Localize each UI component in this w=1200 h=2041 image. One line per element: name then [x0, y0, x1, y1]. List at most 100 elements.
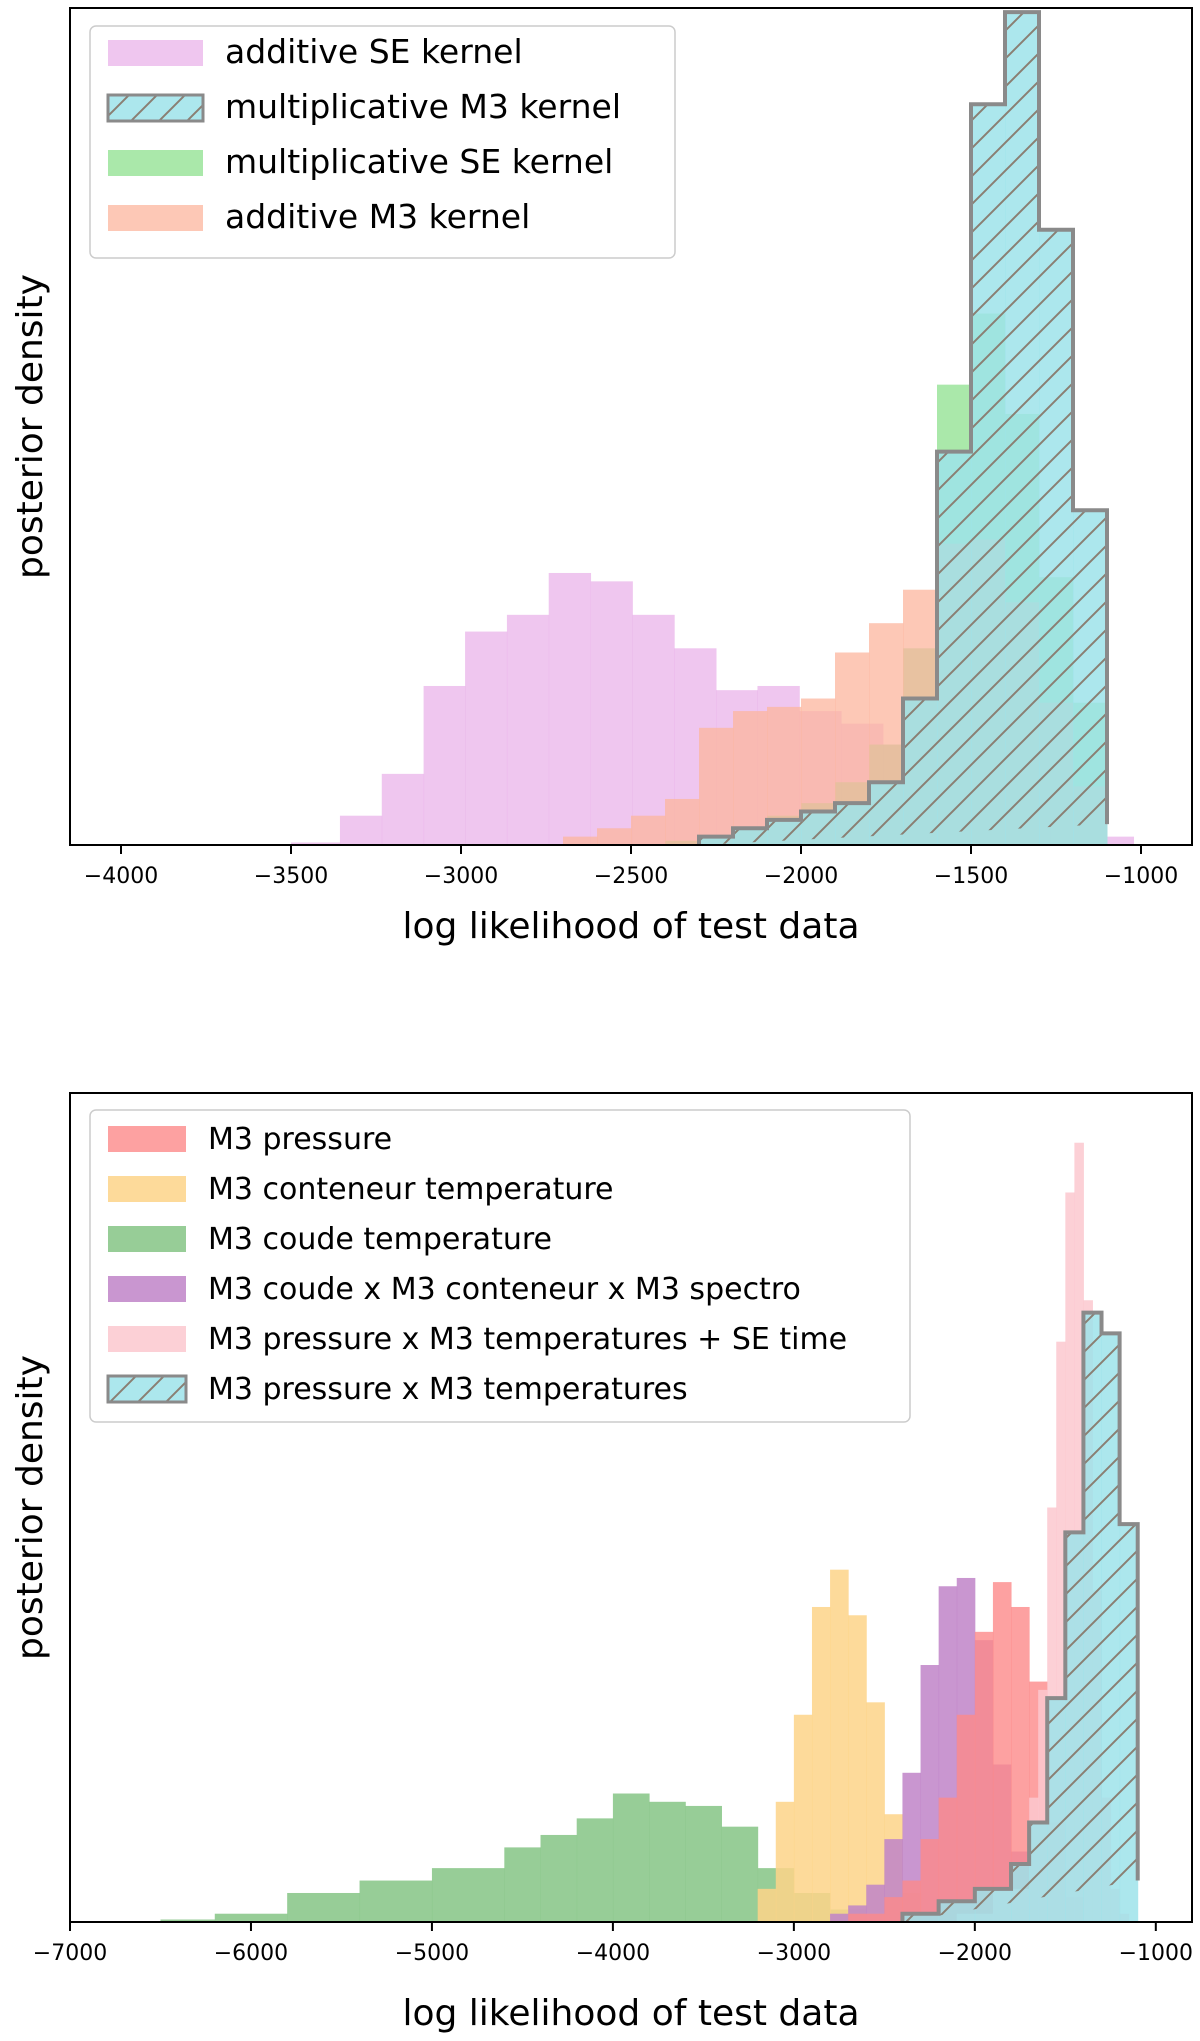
x-tick-label: −5000 — [395, 1941, 469, 1966]
plot-frame — [69, 1092, 1193, 1923]
series-m3-pressure-x-m3-temperatures — [900, 1310, 1140, 1922]
histogram-bar — [1038, 1689, 1048, 1922]
legend-swatch — [108, 1326, 186, 1352]
x-tick-label: −7000 — [33, 1941, 107, 1966]
histogram-bar — [992, 1582, 1012, 1922]
histogram-bar — [649, 1801, 686, 1922]
histogram-bar — [1011, 1606, 1030, 1922]
legend-box — [89, 25, 676, 259]
histogram-bar — [291, 842, 341, 845]
histogram-bar — [590, 581, 633, 845]
legend-swatch — [108, 1176, 186, 1202]
x-tick-label: −3000 — [424, 864, 498, 889]
histogram-bar — [423, 685, 466, 845]
series-multiplicative-m3-kernel — [697, 10, 1109, 846]
legend-swatch — [108, 205, 203, 231]
histogram-bar — [793, 1714, 813, 1922]
legend-swatch-hatch — [106, 1374, 188, 1404]
legend-swatch — [108, 1276, 186, 1302]
histogram-bar — [540, 1834, 578, 1922]
histogram-bar — [381, 773, 425, 845]
histogram-bar — [665, 798, 700, 845]
histogram-bar — [956, 1714, 976, 1922]
legend-label: M3 pressure — [208, 1122, 392, 1157]
histogram-bar — [884, 1897, 903, 1922]
histogram-hatch — [699, 12, 1107, 846]
legend-item: M3 pressure — [108, 1122, 392, 1157]
legend-label: M3 pressure x M3 temperatures — [208, 1372, 688, 1407]
histogram-bar — [811, 1606, 831, 1922]
legend-label: M3 pressure x M3 temperatures + SE time — [208, 1322, 847, 1357]
histogram-bar — [721, 1826, 759, 1922]
histogram-bar — [506, 614, 550, 845]
legend-item: M3 conteneur temperature — [108, 1172, 614, 1207]
x-axis-label: log likelihood of test data — [402, 1993, 859, 2034]
histogram-bar — [830, 1569, 849, 1922]
histogram-bar — [685, 1805, 722, 1922]
y-axis-label: posterior density — [10, 1355, 51, 1660]
histogram-outline — [900, 1310, 1140, 1922]
histogram-bar — [576, 1818, 614, 1922]
histogram-bar — [597, 828, 632, 845]
histogram-bar — [699, 727, 734, 845]
x-tick-label: −2000 — [938, 1941, 1012, 1966]
legend-label: M3 coude temperature — [208, 1222, 552, 1257]
x-tick-label: −1000 — [1119, 1941, 1193, 1966]
legend-label: M3 coude x M3 conteneur x M3 spectro — [208, 1272, 801, 1307]
histogram-bar — [1091, 836, 1135, 845]
x-tick-label: −3000 — [757, 1941, 831, 1966]
histogram-bar — [631, 815, 666, 845]
legend-label: multiplicative M3 kernel — [225, 87, 621, 126]
y-axis-label: posterior density — [10, 274, 51, 579]
x-tick-label: −6000 — [214, 1941, 288, 1966]
chart-bottom: −7000 −6000 −5000 −4000 −3000 −2000 −1000 log l… — [10, 1092, 1193, 2034]
histogram-hatch — [902, 1312, 1138, 1922]
histogram-bar — [848, 1913, 885, 1922]
legend-box — [89, 1109, 911, 1423]
histogram-bar — [287, 1892, 361, 1922]
legend-swatch — [108, 40, 203, 66]
legend-item: M3 coude x M3 conteneur x M3 spectro — [108, 1272, 801, 1307]
x-tick-label: −4000 — [84, 864, 158, 889]
legend-item: additive SE kernel — [108, 32, 523, 71]
legend-item: M3 coude temperature — [108, 1222, 552, 1257]
legend: M3 pressure M3 conteneur temperature M3 co… — [89, 1109, 911, 1423]
histogram-bar — [339, 815, 383, 845]
legend-swatch-hatch — [106, 93, 205, 123]
legend-swatch — [108, 1226, 186, 1252]
histogram-bar — [938, 1797, 958, 1922]
x-tick-label: −2000 — [764, 864, 838, 889]
legend: additive SE kernel multiplicative M3 kern… — [89, 25, 676, 259]
histogram-bar — [612, 1793, 650, 1922]
histogram-bar — [733, 711, 768, 845]
histogram-bar — [757, 1888, 777, 1922]
histogram-bar — [848, 1615, 867, 1922]
histogram-bar — [431, 1868, 505, 1922]
histogram-bar — [214, 1913, 288, 1922]
histogram-bar — [160, 1919, 216, 1922]
legend-label: additive M3 kernel — [225, 197, 530, 236]
histogram-bar — [866, 1702, 885, 1922]
series-m3-conteneur-temperature — [757, 1569, 922, 1922]
x-tick-label: −4000 — [576, 1941, 650, 1966]
histogram-bar — [920, 1839, 940, 1922]
legend-item: multiplicative SE kernel — [108, 142, 613, 181]
x-tick-label: −1000 — [1104, 864, 1178, 889]
x-tick-label: −3500 — [254, 864, 328, 889]
legend-item: M3 pressure x M3 temperatures + SE time — [108, 1322, 847, 1357]
histogram-bar — [548, 572, 592, 845]
x-axis-label: log likelihood of test data — [402, 906, 859, 947]
legend-item: M3 pressure x M3 temperatures — [106, 1372, 688, 1407]
series-m3-coude-temperature — [160, 1793, 867, 1922]
legend-label: multiplicative SE kernel — [225, 142, 613, 181]
histogram-bar — [775, 1801, 795, 1922]
legend-label: additive SE kernel — [225, 32, 523, 71]
legend-swatch — [108, 1126, 186, 1152]
legend-label: M3 conteneur temperature — [208, 1172, 614, 1207]
histogram-bar — [465, 631, 508, 845]
chart-top: −4000 −3500 −3000 −2500 −2000 −1500 −1000 log l… — [10, 7, 1193, 947]
histogram-bar — [563, 836, 598, 845]
histogram-bar — [866, 1884, 885, 1922]
x-tick-label: −1500 — [934, 864, 1008, 889]
